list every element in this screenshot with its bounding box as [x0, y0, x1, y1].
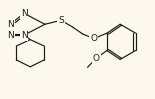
Text: N: N	[7, 20, 13, 29]
Text: O: O	[93, 54, 100, 63]
Text: O: O	[90, 34, 97, 43]
Text: N: N	[21, 9, 27, 18]
Text: N: N	[21, 31, 27, 40]
Text: S: S	[58, 16, 64, 25]
Text: N: N	[7, 31, 13, 40]
